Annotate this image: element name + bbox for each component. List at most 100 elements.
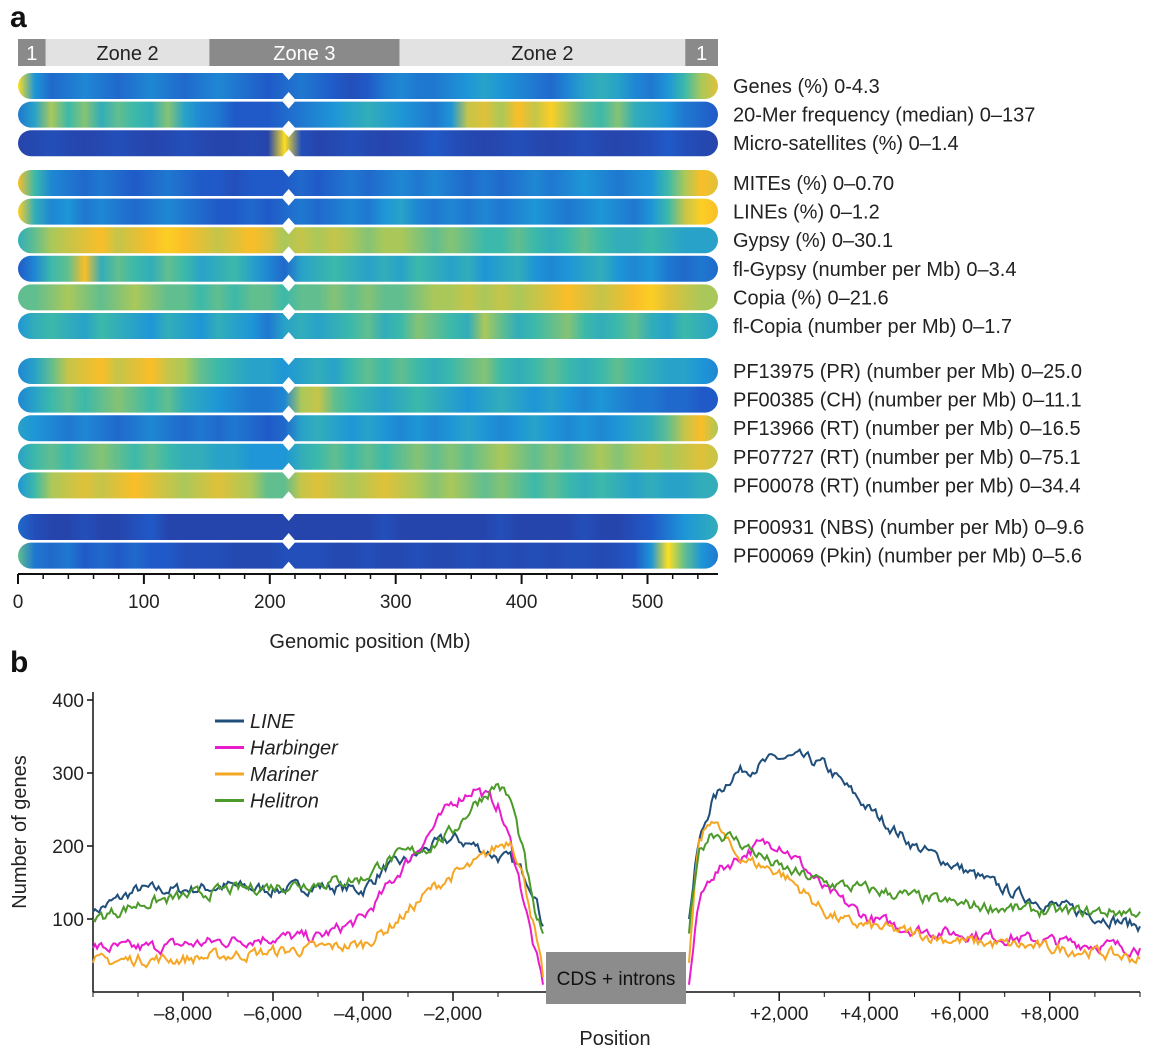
heatmap-track: [18, 472, 718, 499]
zone-label: Zone 3: [273, 43, 335, 65]
panel-b-y-axis-title: Number of genes: [9, 755, 31, 908]
heatmap-track: [18, 130, 718, 157]
track-label: Gypsy (%) 0–30.1: [733, 230, 893, 252]
panel-b-x-tick-label: –6,000: [244, 1004, 302, 1025]
heatmap-track: [18, 198, 718, 225]
centromere-notch: [281, 120, 296, 129]
heatmap-track: [18, 443, 718, 470]
legend-label: Mariner: [250, 764, 319, 786]
legend-label: LINE: [250, 711, 295, 733]
panel-b-y-tick-label: 400: [52, 691, 84, 712]
series-line-upstream-harbinger: [92, 786, 544, 985]
track-label: PF07727 (RT) (number per Mb) 0–75.1: [733, 447, 1081, 469]
centromere-notch: [281, 274, 296, 283]
centromere-notch: [281, 491, 296, 500]
centromere-notch: [281, 385, 296, 394]
centromere-notch: [281, 217, 296, 226]
legend: LINE Harbinger Mariner Helitron: [215, 711, 339, 813]
centromere-notch: [281, 92, 296, 100]
panel-b-series-lines: [92, 747, 1141, 985]
panel-b-x-tick-label: +4,000: [840, 1004, 899, 1025]
heatmap-track: [18, 313, 718, 339]
heatmap-tracks: Genes (%) 0-4.3 20-Mer frequency (median)…: [18, 72, 1084, 570]
heatmap-track: [18, 255, 718, 282]
centromere-notch: [281, 303, 296, 312]
centromere-notch: [281, 541, 296, 550]
zone-segment: [399, 39, 686, 66]
centromere-notch: [281, 414, 296, 423]
track-label: MITEs (%) 0–0.70: [733, 173, 894, 195]
track-label: PF00069 (Pkin) (number per Mb) 0–5.6: [733, 546, 1082, 568]
heatmap-track: [18, 170, 718, 196]
centromere-notch: [281, 513, 296, 521]
cds-introns-box: CDS + introns: [546, 952, 686, 1004]
track-label: PF00078 (RT) (number per Mb) 0–34.4: [733, 475, 1081, 497]
track-label: LINEs (%) 0–1.2: [733, 202, 880, 224]
heatmap-track: [18, 358, 718, 384]
centromere-notch: [281, 100, 296, 109]
cds-box-label: CDS + introns: [557, 969, 676, 990]
panel-a-x-tick-label: 100: [128, 592, 160, 613]
panel-b-axes: 100 200 300 400 –8,000 –6,000 –4,000 –2,000 +2,0…: [52, 691, 1141, 1025]
zone-bar: 1 Zone 2 Zone 3 Zone 2 1: [18, 39, 718, 66]
zone-label: Zone 2: [511, 43, 573, 65]
centromere-notch: [281, 561, 296, 570]
track-label: Micro-satellites (%) 0–1.4: [733, 133, 959, 155]
panel-a-x-tick-label: 200: [254, 592, 286, 613]
panel-b-letter: b: [10, 646, 28, 679]
panel-a-x-axis-title: Genomic position (Mb): [269, 631, 470, 653]
zone-segment: [45, 39, 210, 66]
centromere-notch: [281, 332, 296, 340]
panel-a-x-tick-label: 0: [13, 592, 24, 613]
centromere-notch: [281, 197, 296, 206]
series-line-downstream-mariner: [688, 820, 1141, 965]
centromere-notch: [281, 189, 296, 197]
centromere-notch: [281, 129, 296, 138]
zone-label: 1: [26, 43, 37, 65]
series-line-upstream-helitron: [92, 782, 544, 934]
panel-b-y-tick-label: 200: [52, 837, 84, 858]
panel-b-y-tick-label: 300: [52, 764, 84, 785]
legend-label: Harbinger: [250, 738, 339, 760]
zone-label: Zone 2: [96, 43, 158, 65]
heatmap-track: [18, 415, 718, 442]
heatmap-track: [18, 386, 718, 413]
heatmap-track: [18, 227, 718, 254]
centromere-notch: [281, 377, 296, 385]
zone-segment: [685, 39, 718, 66]
track-label: Copia (%) 0–21.6: [733, 287, 889, 309]
heatmap-track: [18, 514, 718, 540]
track-label: PF00931 (NBS) (number per Mb) 0–9.6: [733, 517, 1084, 539]
centromere-notch: [281, 405, 296, 414]
heatmap-track: [18, 284, 718, 311]
panel-b-x-tick-label: –2,000: [424, 1004, 482, 1025]
heatmap-track: [18, 542, 718, 569]
cds-box-rect: [546, 952, 686, 1004]
series-line-downstream-helitron: [688, 830, 1141, 934]
centromere-notch: [281, 72, 296, 80]
centromere-notch: [281, 442, 296, 451]
centromere-notch: [281, 283, 296, 292]
series-line-upstream-line: [92, 831, 544, 927]
centromere-notch: [281, 357, 296, 365]
centromere-notch: [281, 254, 296, 263]
track-label: 20-Mer frequency (median) 0–137: [733, 105, 1035, 127]
track-label: Genes (%) 0-4.3: [733, 76, 880, 98]
panel-a-letter: a: [10, 1, 27, 34]
panel-b-x-tick-label: –4,000: [334, 1004, 392, 1025]
panel-a-x-tick-label: 400: [506, 592, 538, 613]
panel-b-x-axis-title: Position: [579, 1028, 650, 1050]
panel-b-x-tick-label: +6,000: [930, 1004, 989, 1025]
track-label: PF13975 (PR) (number per Mb) 0–25.0: [733, 361, 1082, 383]
centromere-notch: [281, 149, 296, 158]
centromere-notch: [281, 434, 296, 443]
panel-b-y-tick-label: 100: [52, 910, 84, 931]
panel-a-x-tick-label: 500: [632, 592, 664, 613]
legend-label: Helitron: [250, 791, 319, 813]
series-line-downstream-line: [688, 747, 1141, 934]
heatmap-track: [18, 73, 718, 99]
zone-segment: [209, 39, 400, 66]
centromere-notch: [281, 312, 296, 320]
centromere-notch: [281, 462, 296, 471]
